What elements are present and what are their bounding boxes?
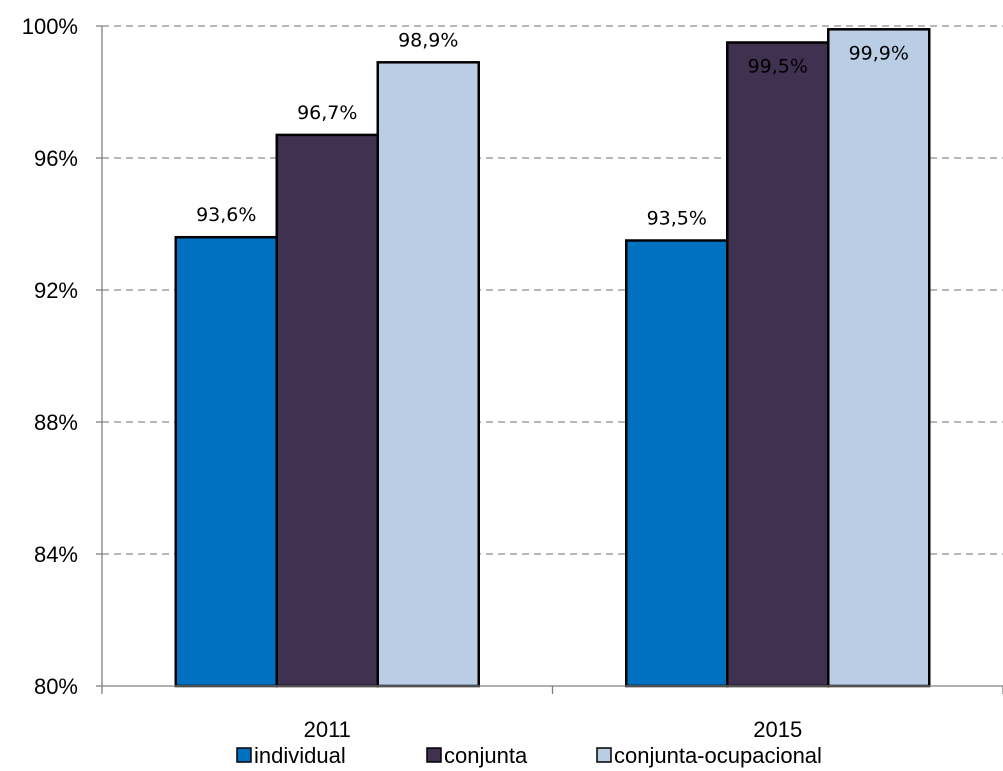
y-tick-label: 88% bbox=[34, 410, 78, 435]
y-tick-label: 80% bbox=[34, 674, 78, 699]
x-tick-label: 2015 bbox=[753, 717, 802, 742]
legend-swatch-individual bbox=[236, 747, 252, 763]
y-tick-label: 96% bbox=[34, 146, 78, 171]
legend-swatch-conjunta-ocupacional bbox=[596, 747, 612, 763]
y-tick-label: 84% bbox=[34, 542, 78, 567]
bar-conjunta-ocupacional-2011 bbox=[376, 61, 480, 688]
bars bbox=[174, 28, 931, 688]
bar-individual-2015 bbox=[625, 239, 729, 688]
data-label: 99,9% bbox=[849, 42, 909, 64]
x-tick-label: 2011 bbox=[304, 717, 351, 742]
bar-conjunta-ocupacional-2015 bbox=[827, 28, 931, 688]
axes: 80% 84% 88% 92% 96% 100% 2011 2015 bbox=[22, 14, 1003, 742]
data-label: 98,9% bbox=[398, 29, 458, 51]
bar-conjunta-2015 bbox=[726, 41, 830, 688]
legend-swatch-conjunta bbox=[426, 747, 442, 763]
legend-label-individual: individual bbox=[254, 743, 346, 768]
legend: individual conjunta conjunta-ocupacional bbox=[236, 743, 822, 768]
y-tick-label: 92% bbox=[34, 278, 78, 303]
data-label: 93,5% bbox=[647, 208, 707, 230]
data-labels: 93,6% 96,7% 98,9% 93,5% 99,5% 99,9% bbox=[196, 29, 909, 229]
bar-conjunta-2011 bbox=[275, 133, 379, 688]
data-label: 96,7% bbox=[297, 102, 357, 124]
y-tick-label: 100% bbox=[22, 14, 78, 39]
bar-individual-2011 bbox=[174, 235, 278, 688]
data-label: 93,6% bbox=[196, 204, 256, 226]
data-label: 99,5% bbox=[748, 56, 808, 78]
legend-label-conjunta-ocupacional: conjunta-ocupacional bbox=[614, 743, 822, 768]
legend-label-conjunta: conjunta bbox=[444, 743, 528, 768]
